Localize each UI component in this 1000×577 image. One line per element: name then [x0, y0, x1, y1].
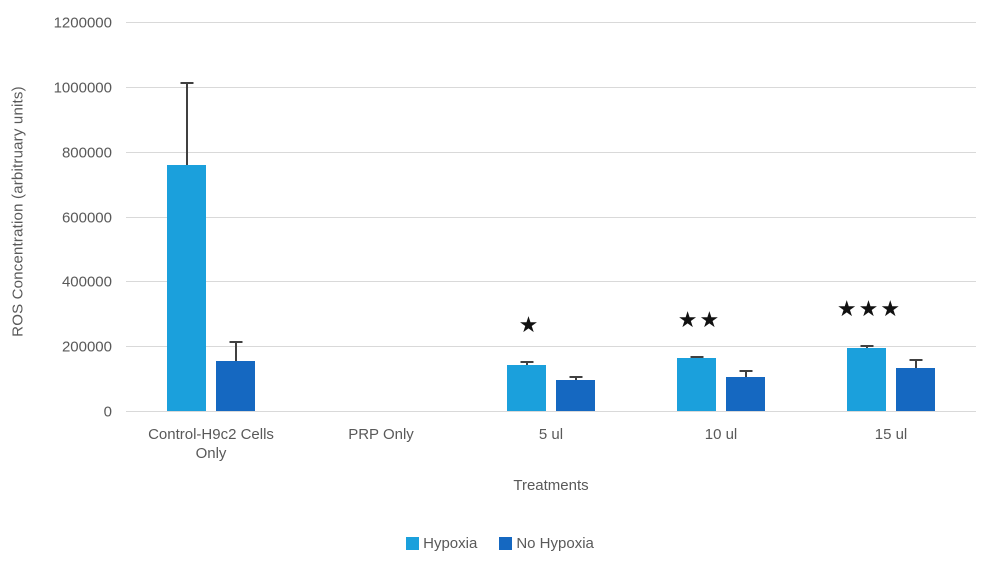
- error-bar-cap-hypoxia-control-h9c2-cells-only: [180, 81, 193, 84]
- x-axis-title: Treatments: [513, 477, 589, 494]
- y-axis-title: ROS Concentration (arbitruary units): [9, 86, 27, 337]
- bar-hypoxia-5-ul: [507, 364, 546, 411]
- bar-hypoxia-15-ul: [847, 347, 886, 411]
- error-bar-cap-hypoxia-15-ul: [860, 344, 873, 347]
- error-bar-cap-no-hypoxia-15-ul: [909, 358, 922, 361]
- y-tick-label-0: 0: [103, 403, 112, 421]
- x-tick-label-prp-only: PRP Only: [348, 426, 414, 443]
- error-bar-no-hypoxia-15-ul: [914, 358, 917, 368]
- bar-hypoxia-10-ul: [677, 358, 716, 411]
- bar-no-hypoxia-15-ul: [896, 367, 935, 411]
- legend-label-hypoxia: Hypoxia: [423, 535, 478, 552]
- y-tick-label-400000: 400000: [61, 273, 112, 291]
- error-bar-cap-no-hypoxia-10-ul: [739, 369, 752, 372]
- gridline-400000: [126, 281, 976, 283]
- bar-hypoxia-control-h9c2-cells-only: [167, 164, 206, 411]
- error-bar-no-hypoxia-control-h9c2-cells-only: [234, 340, 237, 361]
- x-tick-label-5-ul: 5 ul: [538, 426, 564, 443]
- error-bar-hypoxia-control-h9c2-cells-only: [185, 81, 188, 165]
- legend-swatch-hypoxia: [406, 537, 420, 550]
- significance-5-ul: ★: [518, 312, 541, 338]
- y-tick-label-1200000: 1200000: [53, 14, 112, 32]
- gridline-1000000: [126, 86, 976, 88]
- bar-no-hypoxia-10-ul: [726, 376, 765, 411]
- x-tick-label-control-h9c2-cells-only: Control-H9c2 Cells Only: [148, 426, 274, 462]
- error-bar-cap-no-hypoxia-control-h9c2-cells-only: [229, 340, 242, 343]
- error-bar-cap-hypoxia-10-ul: [690, 355, 703, 358]
- gridline-800000: [126, 151, 976, 153]
- y-tick-label-800000: 800000: [61, 144, 112, 162]
- error-bar-cap-hypoxia-5-ul: [520, 361, 533, 364]
- x-tick-label-10-ul: 10 ul: [704, 426, 738, 443]
- gridline-200000: [126, 346, 976, 348]
- legend-item-hypoxia: Hypoxia: [406, 535, 477, 552]
- bar-no-hypoxia-control-h9c2-cells-only: [216, 360, 255, 411]
- y-tick-label-600000: 600000: [61, 209, 112, 226]
- error-bar-no-hypoxia-5-ul: [574, 375, 577, 381]
- y-tick-label-200000: 200000: [61, 338, 112, 356]
- legend-label-no-hypoxia: No Hypoxia: [516, 535, 594, 552]
- gridline-600000: [126, 216, 976, 218]
- x-tick-label-15-ul: 15 ul: [874, 426, 908, 443]
- y-tick-label-1000000: 1000000: [53, 79, 112, 97]
- gridline-0: [126, 411, 976, 412]
- legend-item-no-hypoxia: No Hypoxia: [499, 535, 594, 552]
- error-bar-cap-no-hypoxia-5-ul: [569, 375, 582, 378]
- legend-swatch-no-hypoxia: [499, 537, 513, 550]
- error-bar-no-hypoxia-10-ul: [744, 369, 747, 377]
- legend: Hypoxia No Hypoxia: [0, 535, 1000, 552]
- gridline-1200000: [126, 22, 976, 23]
- bar-no-hypoxia-5-ul: [556, 380, 595, 411]
- significance-10-ul: ★★: [677, 306, 722, 332]
- significance-15-ul: ★★★: [836, 295, 903, 321]
